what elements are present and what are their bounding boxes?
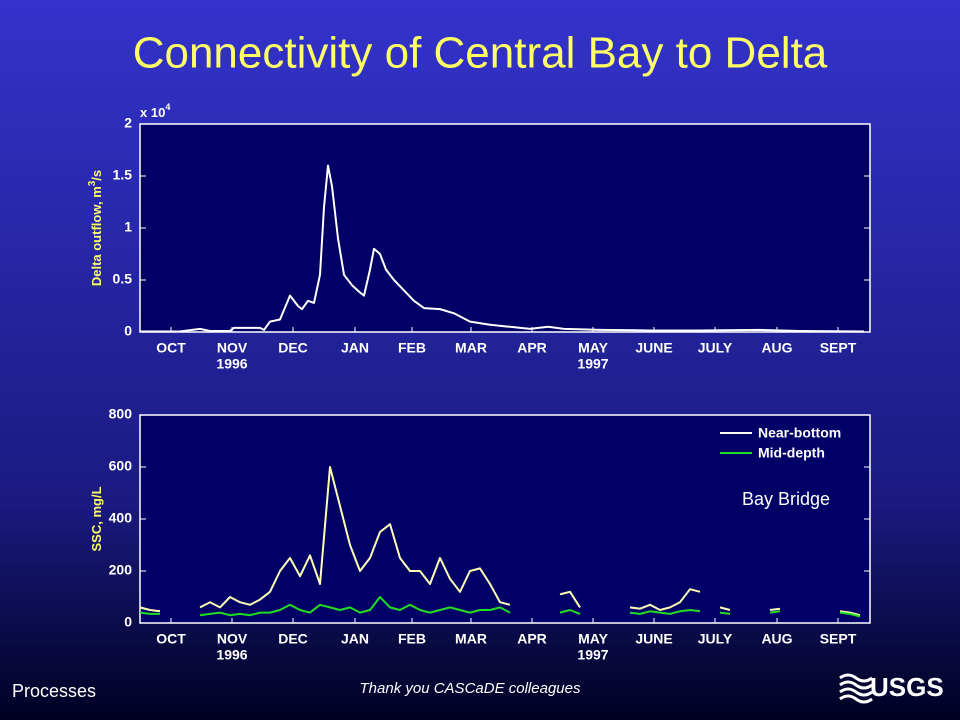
x-tick-label: FEB xyxy=(398,631,426,647)
year-label: 1996 xyxy=(216,356,247,372)
x-tick-label: APR xyxy=(517,340,547,356)
legend-label: Near-bottom xyxy=(758,425,841,441)
data-line xyxy=(139,611,160,615)
x-tick-label: NOV xyxy=(217,340,248,356)
year-label: 1997 xyxy=(577,356,608,372)
y-tick-label: 800 xyxy=(109,406,133,422)
y-tick-label: 400 xyxy=(109,510,133,526)
annotation: Bay Bridge xyxy=(742,489,830,509)
data-line xyxy=(139,606,161,613)
x-tick-label: MAR xyxy=(455,631,487,647)
data-line xyxy=(719,611,731,615)
x-tick-label: JAN xyxy=(341,340,369,356)
slide-title: Connectivity of Central Bay to Delta xyxy=(133,29,828,78)
y-axis-label: Delta outflow, m3/s xyxy=(87,170,105,286)
x-tick-label: FEB xyxy=(398,340,426,356)
y-multiplier-exp: 4 xyxy=(165,102,170,112)
data-line xyxy=(199,466,511,609)
x-tick-label: NOV xyxy=(217,631,248,647)
y-tick-label: 600 xyxy=(109,458,133,474)
plot-area xyxy=(139,414,871,624)
x-tick-label: OCT xyxy=(156,340,186,356)
x-tick-label: SEPT xyxy=(820,340,857,356)
year-label: 1996 xyxy=(216,647,247,663)
data-line xyxy=(839,610,861,617)
x-tick-label: OCT xyxy=(156,631,186,647)
x-tick-label: DEC xyxy=(278,340,308,356)
legend-label: Mid-depth xyxy=(758,445,825,461)
y-axis-label: SSC, mg/L xyxy=(89,486,104,551)
y-tick-label: 1 xyxy=(124,219,132,235)
plot-area xyxy=(139,123,871,333)
year-label: 1997 xyxy=(577,647,608,663)
y-axis-label-part: Delta outflow, m xyxy=(89,186,104,286)
x-tick-label: APR xyxy=(517,631,547,647)
data-line xyxy=(719,606,731,611)
y-multiplier: x 104 xyxy=(140,102,170,120)
y-axis-label-part: SSC, mg/L xyxy=(89,486,104,551)
x-tick-label: MAR xyxy=(455,340,487,356)
y-tick-label: 0 xyxy=(124,323,132,339)
x-tick-label: JAN xyxy=(341,631,369,647)
logo-text: USGS xyxy=(870,672,944,702)
x-tick-label: AUG xyxy=(761,340,792,356)
y-axis-label-sup: 3 xyxy=(87,180,98,186)
data-line xyxy=(629,588,701,611)
usgs-logo: USGS xyxy=(839,672,944,704)
x-tick-label: JULY xyxy=(698,631,733,647)
data-line xyxy=(199,596,511,617)
data-line xyxy=(769,607,781,611)
y-axis-label-part: /s xyxy=(89,170,104,181)
data-line xyxy=(559,590,581,608)
y-tick-label: 2 xyxy=(124,115,132,131)
x-tick-label: AUG xyxy=(761,631,792,647)
x-tick-label: MAY xyxy=(578,340,608,356)
y-tick-label: 0 xyxy=(124,614,132,630)
y-tick-label: 1.5 xyxy=(113,167,133,183)
data-line xyxy=(629,609,701,615)
x-tick-label: MAY xyxy=(578,631,608,647)
footer-center: Thank you CASCaDE colleagues xyxy=(360,680,581,697)
x-tick-label: JUNE xyxy=(635,631,672,647)
x-tick-label: JULY xyxy=(698,340,733,356)
x-tick-label: SEPT xyxy=(820,631,857,647)
x-tick-label: DEC xyxy=(278,631,308,647)
data-line xyxy=(769,610,781,614)
y-tick-label: 200 xyxy=(109,562,133,578)
data-line xyxy=(140,164,865,333)
x-tick-label: JUNE xyxy=(635,340,672,356)
y-multiplier-base: x 10 xyxy=(140,105,165,120)
y-tick-label: 0.5 xyxy=(113,271,133,287)
data-line xyxy=(559,609,581,615)
footer-left: Processes xyxy=(12,681,96,701)
data-line xyxy=(839,611,861,618)
